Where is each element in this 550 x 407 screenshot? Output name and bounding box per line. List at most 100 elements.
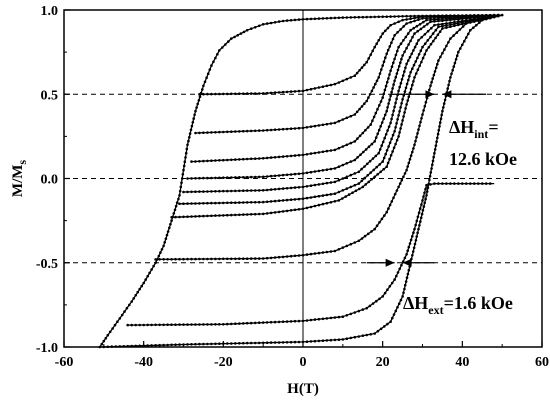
data-point: [423, 191, 426, 195]
data-point: [412, 26, 416, 30]
data-point: [341, 338, 345, 341]
data-point: [423, 105, 427, 108]
data-point: [130, 300, 133, 303]
data-point: [214, 214, 217, 217]
data-point: [418, 22, 422, 26]
data-point: [138, 323, 141, 327]
data-point: [451, 68, 455, 72]
data-point: [242, 201, 245, 204]
data-point: [406, 249, 410, 252]
data-point: [396, 306, 399, 309]
series-line-3: [195, 14, 503, 134]
data-point: [361, 185, 365, 189]
data-point: [253, 212, 257, 216]
data-point: [365, 60, 369, 64]
data-point: [397, 65, 401, 68]
data-point: [399, 42, 403, 45]
data-point: [293, 90, 297, 93]
data-point: [333, 167, 337, 170]
data-point: [218, 342, 221, 346]
data-point: [440, 113, 444, 117]
annotation-delta-h-int: ΔHint=: [449, 117, 499, 141]
data-point: [333, 148, 337, 152]
data-point: [397, 20, 400, 24]
data-point: [293, 198, 297, 201]
data-point: [436, 33, 440, 37]
data-point: [422, 25, 426, 28]
data-point: [273, 91, 277, 94]
data-point: [453, 24, 456, 28]
data-point: [333, 338, 337, 342]
data-point: [249, 129, 253, 133]
data-point: [392, 83, 395, 86]
data-point: [265, 200, 269, 204]
data-point: [353, 311, 357, 314]
data-point: [367, 96, 370, 99]
data-point: [365, 15, 369, 19]
data-point: [321, 123, 325, 127]
data-point: [214, 190, 217, 193]
data-point: [222, 92, 225, 96]
data-point: [380, 144, 384, 147]
data-point: [333, 200, 337, 203]
data-point: [397, 185, 400, 189]
data-point: [365, 99, 369, 103]
data-point: [230, 92, 233, 96]
data-point: [433, 151, 436, 155]
data-point: [321, 17, 325, 20]
data-point: [443, 48, 446, 51]
data-point: [429, 35, 432, 39]
data-point: [273, 128, 277, 131]
data-point: [361, 308, 365, 311]
data-point: [253, 92, 257, 95]
data-point: [403, 90, 407, 93]
data-point: [154, 344, 157, 347]
data-point: [349, 114, 353, 118]
data-point: [269, 320, 273, 324]
data-point: [390, 137, 393, 141]
data-point: [360, 105, 364, 108]
data-point: [349, 336, 353, 340]
data-point: [425, 49, 428, 52]
data-point: [182, 168, 185, 172]
data-point: [431, 77, 435, 80]
data-point: [367, 232, 370, 236]
data-point: [321, 150, 325, 154]
data-point: [351, 191, 354, 194]
data-point: [277, 341, 281, 344]
data-point: [186, 257, 189, 261]
data-point: [379, 170, 383, 174]
data-point: [226, 201, 229, 205]
data-point: [305, 171, 309, 175]
data-point: [206, 131, 209, 134]
data-point: [345, 337, 349, 341]
data-point: [181, 173, 185, 176]
data-point: [402, 39, 405, 42]
data-point: [261, 175, 265, 179]
data-point: [329, 201, 333, 204]
data-point: [289, 209, 293, 212]
data-point: [222, 323, 225, 326]
data-point: [353, 158, 357, 162]
data-point: [285, 155, 289, 158]
data-point: [386, 129, 389, 132]
data-point: [393, 192, 397, 196]
data-point: [406, 99, 410, 102]
data-point: [387, 207, 390, 210]
data-point: [433, 20, 436, 23]
data-point: [206, 201, 209, 205]
data-point: [448, 79, 451, 83]
data-point: [399, 28, 402, 31]
data-point: [484, 17, 488, 21]
data-point: [285, 209, 289, 213]
data-point: [273, 188, 277, 191]
series-line-1: [99, 14, 503, 348]
data-point: [226, 92, 229, 96]
data-point: [230, 189, 233, 193]
data-point: [206, 176, 209, 180]
data-point: [384, 56, 387, 59]
data-point: [401, 18, 404, 22]
data-point: [441, 24, 444, 28]
data-point: [377, 39, 381, 42]
data-point: [205, 76, 208, 79]
